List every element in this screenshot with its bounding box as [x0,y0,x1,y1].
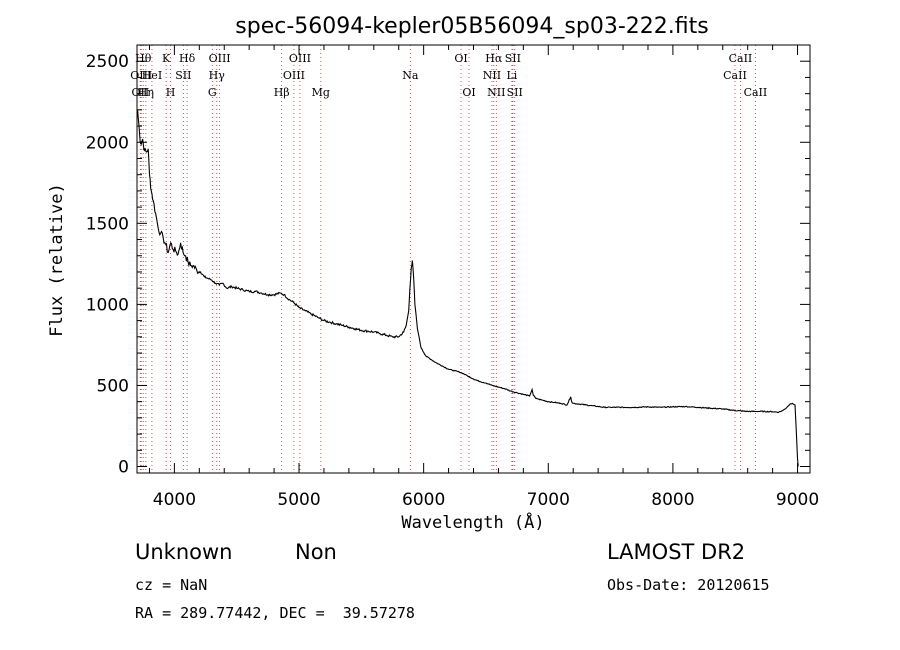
line-marker-label: Hγ [209,69,226,82]
y-tick-label: 2500 [86,52,129,72]
line-marker-label: Li [506,69,517,82]
class-label: Unknown [135,540,233,564]
y-tick-label: 1500 [86,214,129,234]
line-marker-label: OI [454,52,467,65]
x-tick-label: 6000 [402,490,445,510]
coordinates: RA = 289.77442, DEC = 39.57278 [135,604,415,622]
line-marker-label: OIII [289,52,311,65]
line-marker-label: Hδ [179,52,196,65]
line-marker-label: CaII [723,69,747,82]
line-marker-label: OIII [130,69,152,82]
y-axis-ticks: 0 500 1000 1500 2000 2500 [86,52,810,478]
line-marker-label: SII [507,86,523,99]
chart-title: spec-56094-kepler05B56094_sp03-222.fits [235,14,708,39]
line-marker-label: H [166,86,176,99]
y-tick-label: 500 [97,376,129,396]
line-marker-label: NII [487,86,505,99]
y-tick-label: 1000 [86,295,129,315]
x-tick-label: 5000 [277,490,320,510]
line-marker-label: SII [505,52,521,65]
line-marker-label: OII [132,86,150,99]
survey-label: LAMOST DR2 [607,540,746,564]
line-marker-label: Na [402,69,419,82]
line-marker-label: CaII [744,86,768,99]
line-marker-label: Mg [312,86,330,99]
line-marker-label: Hβ [274,86,290,99]
x-tick-label: 9000 [776,490,819,510]
y-tick-label: 2000 [86,133,129,153]
line-marker-label: OIII [283,69,305,82]
line-marker-label: G [208,86,217,99]
x-tick-label: 8000 [651,490,694,510]
line-marker-label: Hθ [135,52,152,65]
line-marker-label: NII [483,69,501,82]
line-marker-label: K [162,52,171,65]
obs-date: Obs-Date: 20120615 [607,576,770,594]
spectrum-line [137,109,799,467]
line-marker-label: Hη [138,86,154,99]
x-axis-label: Wavelength (Å) [401,511,544,533]
y-axis-label: Flux (relative) [47,183,67,337]
y-tick-label: 0 [118,458,129,478]
line-marker-label: OI [462,86,475,99]
spectral-line-markers [139,45,756,473]
line-marker-label: CaII [729,52,753,65]
x-axis-ticks: 4000 5000 6000 7000 8000 9000 [148,45,819,510]
x-tick-label: 7000 [527,490,570,510]
redshift-value: cz = NaN [135,576,208,594]
line-marker-label: HeI [142,69,162,82]
x-tick-label: 4000 [153,490,196,510]
line-marker-label: Hα [485,52,503,65]
subclass-label: Non [295,540,337,564]
line-marker-label: SII [175,69,191,82]
line-marker-label: OIII [209,52,231,65]
